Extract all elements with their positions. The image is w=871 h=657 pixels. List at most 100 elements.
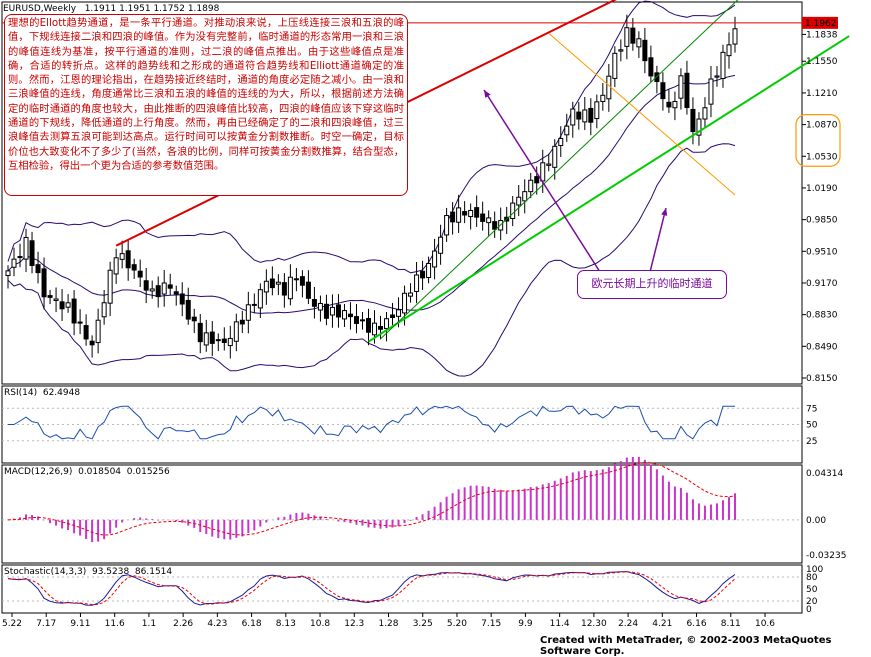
rsi-line [8, 405, 735, 440]
candle-body [660, 82, 666, 100]
candle-body [708, 78, 714, 105]
price-tick-label: 1.1550 [806, 57, 838, 67]
stochastic-title: Stochastic(14,3,3) 93.5238 86.1514 [4, 567, 172, 577]
stochastic-main-line [7, 571, 736, 606]
candle-body [101, 302, 107, 318]
macd-name: MACD(12,26,9) [4, 467, 73, 477]
candle-body [173, 291, 179, 295]
stochastic-tick-label: 100 [806, 565, 823, 575]
ohlc-close: 1.1898 [187, 4, 220, 14]
candle-body [353, 316, 359, 324]
candle-body [5, 270, 11, 277]
candle-body [323, 303, 329, 319]
bollinger-upper-band [7, 0, 736, 274]
current-price-label: 1.1962 [805, 19, 837, 29]
callout-arrow-lower-head [661, 208, 668, 216]
candle-body [41, 268, 47, 298]
callout-arrow-upper-shaft [483, 89, 601, 273]
candle-body [690, 108, 696, 133]
candle-body [486, 217, 492, 224]
candle-body [630, 27, 636, 44]
candle-body [666, 101, 672, 108]
candle-body [119, 253, 125, 260]
candle-body [540, 162, 546, 182]
candle-body [636, 38, 642, 48]
date-tick-label: 4.21 [652, 619, 672, 629]
date-tick-label: 12.3 [344, 619, 364, 629]
candle-body [47, 295, 53, 298]
candle-body [546, 163, 552, 166]
candle-body [450, 211, 456, 223]
candle-body [77, 321, 83, 324]
candle-body [582, 109, 588, 123]
elliott-channel-note: 理想的Ellott趋势通道，是一条平行通道。对推动浪来说，上压线连接三浪和五浪的… [4, 14, 408, 196]
candle-body [305, 281, 311, 299]
stochastic-value-signal: 86.1514 [134, 567, 173, 577]
price-tick-label: 1.0190 [806, 184, 838, 194]
candle-body [564, 125, 570, 136]
candle-body [71, 298, 77, 324]
date-tick-label: 11.4 [550, 619, 570, 629]
candle-body [245, 304, 251, 321]
candle-body [726, 44, 732, 57]
candle-body [528, 179, 534, 193]
candle-body [594, 101, 600, 120]
rsi-name: RSI(14) [4, 388, 38, 398]
candle-body [185, 299, 191, 320]
candle-body [702, 107, 708, 120]
candle-body [299, 276, 305, 286]
candle-body [239, 319, 245, 325]
candle-body [714, 75, 720, 78]
candle-body [462, 211, 468, 216]
candle-body [426, 263, 432, 278]
candle-body [17, 256, 23, 259]
candle-body [341, 310, 347, 320]
stochastic-tick-label: 20 [806, 597, 818, 607]
candle-body [492, 221, 498, 230]
candle-body [335, 304, 341, 318]
current-price-tag [802, 16, 838, 29]
date-tick-label: 4.23 [207, 619, 227, 629]
candle-body [197, 322, 203, 343]
date-tick-label: 8.11 [721, 619, 741, 629]
candle-body [516, 196, 522, 206]
stochastic-tick-label: 0 [806, 605, 812, 615]
candle-body [408, 292, 414, 297]
candle-body [257, 289, 263, 309]
main-chart-title: EURUSD,Weekly 1.1911 1.1951 1.1752 1.189… [3, 4, 219, 14]
candle-body [23, 236, 29, 260]
candle-body [161, 282, 167, 295]
price-tick-label: 0.9510 [806, 247, 838, 257]
candle-body [474, 207, 480, 218]
date-tick-label: 11.6 [105, 619, 125, 629]
price-tick-label: 0.8150 [806, 374, 838, 384]
candle-body [275, 281, 281, 285]
candle-body [287, 276, 293, 300]
candle-body [113, 257, 119, 275]
channel-line-2 [380, 0, 739, 340]
candle-body [209, 331, 215, 344]
candle-body [179, 293, 185, 305]
callout-arrow-lower-shaft [649, 207, 667, 273]
candle-body [281, 282, 287, 296]
rsi-value: 62.4948 [42, 388, 81, 398]
rsi-title: RSI(14) 62.4948 [4, 388, 80, 398]
price-tick-label: 0.8490 [806, 342, 838, 352]
candle-body [311, 299, 317, 307]
candle-body [215, 339, 221, 342]
candlestick-series [5, 14, 738, 359]
date-tick-label: 1.1 [142, 619, 156, 629]
candle-body [95, 319, 101, 344]
date-tick-label: 6.18 [242, 619, 262, 629]
candle-body [143, 280, 149, 291]
candle-body [191, 316, 197, 322]
date-tick-label: 10.6 [755, 619, 775, 629]
bollinger-middle-band [7, 74, 736, 314]
ohlc-low: 1.1752 [153, 4, 185, 14]
channel-callout: 欧元长期上升的临时通道 [577, 270, 727, 299]
date-tick-label: 7.15 [481, 619, 501, 629]
callout-arrow-upper-head [484, 90, 491, 98]
candle-body [365, 318, 371, 333]
